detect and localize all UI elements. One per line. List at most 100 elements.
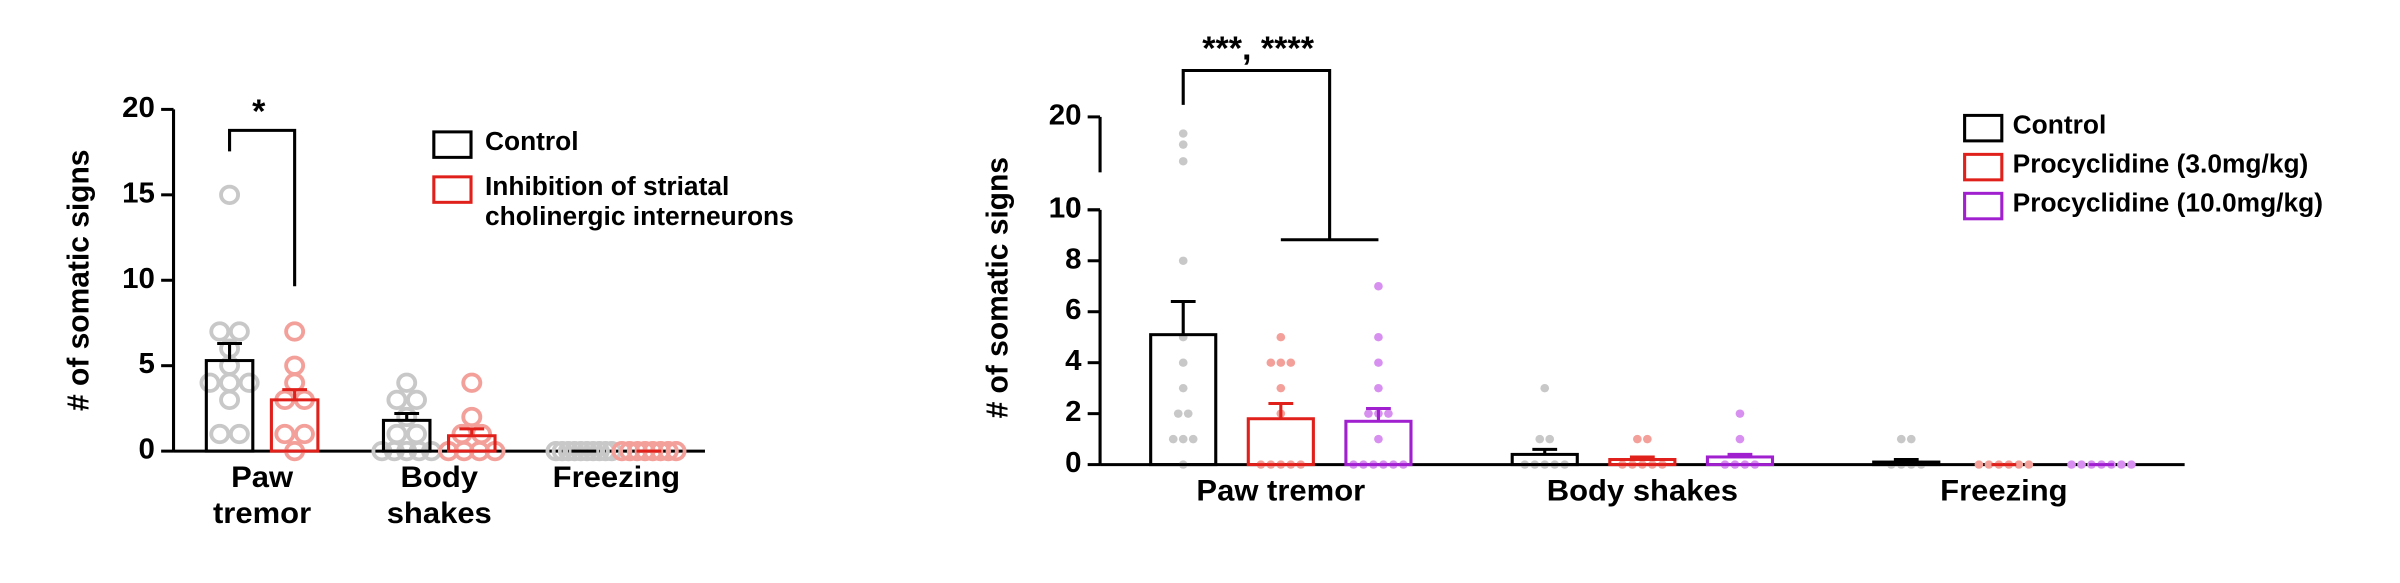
data-point [1188,434,1198,444]
data-point [1896,434,1906,444]
y-tick-label: 20 [1049,100,1082,131]
error-bar [1170,300,1196,335]
data-point [293,423,315,445]
data-point [1178,140,1188,149]
x-tick-label: Body shakes [1546,475,1738,509]
data-point [396,372,418,393]
y-tick-label: 0 [1065,448,1081,479]
data-point [228,423,250,445]
data-point [1266,358,1276,367]
data-point [1178,434,1188,444]
legend-swatch [432,175,473,204]
y-tick-label: 10 [1049,193,1082,224]
significance-bracket [228,128,297,287]
data-point [1276,383,1286,393]
y-axis-label: # of somatic signs [980,157,1015,418]
y-tick-label: 5 [139,349,155,380]
data-point [461,372,483,393]
data-point [1173,409,1183,418]
y-tick-label: 10 [1049,193,1082,224]
y-tick-label: 20 [122,92,155,123]
data-point [1384,409,1393,418]
data-point [1984,460,1994,469]
data-point [199,372,221,393]
data-point [1178,157,1188,166]
bar [1246,417,1315,467]
data-point [2014,460,2024,469]
legend-label: Procyclidine (3.0mg/kg) [2012,149,2309,179]
y-tick-label: 15 [122,178,155,209]
x-tick-label: Freezing [552,461,681,495]
significance-label: * [252,94,266,130]
error-bar [282,388,308,400]
y-tick-label: 4 [1065,346,1081,377]
y-tick-label: 2 [1065,397,1081,428]
data-point [1374,434,1383,444]
data-point [1535,434,1545,444]
data-point [406,423,427,445]
data-point [1178,383,1188,393]
error-bar [1532,447,1558,455]
legend-label: Procyclidine (10.0mg/kg) [2012,188,2323,218]
data-point [1374,358,1383,367]
x-tick-label: Freezing [1940,475,2068,509]
error-bar [1727,452,1753,457]
error-bar [1893,458,1919,463]
data-point [396,406,418,428]
legend-label: Control [2012,110,2107,140]
data-point [665,440,687,462]
data-point [2024,460,2034,469]
error-bar [459,427,485,436]
data-point [219,372,241,393]
significance-bracket [1181,68,1379,242]
data-point [1286,358,1296,367]
legend-label: Control [484,127,579,156]
data-point [219,389,241,410]
data-point [406,389,427,410]
error-bar [394,412,420,421]
legend-swatch [1963,152,2004,182]
x-tick-label-box: Paw tremor [213,462,311,531]
data-point [386,423,408,445]
bar [1705,455,1775,467]
data-point [1545,434,1555,444]
data-point [1178,358,1188,367]
data-point [1374,333,1383,342]
data-point [274,423,296,445]
data-point [284,321,306,342]
data-point [1183,409,1193,418]
data-point [228,321,250,342]
y-axis-label: # of somatic signs [61,150,96,411]
data-point [284,355,306,376]
data-point [219,184,241,205]
x-tick-label-box: Body shakes [386,461,492,531]
data-point [238,372,260,393]
x-tick-label-box: Freezing [552,461,681,495]
data-point [1364,409,1373,418]
data-point [1374,282,1383,291]
legend-label-box: Control [2012,110,2107,140]
x-tick-label: Paw tremor [1196,475,1366,509]
data-point [1906,434,1916,444]
y-tick-label: 6 [1065,295,1081,326]
data-point [2067,460,2076,469]
bar [1149,333,1218,467]
error-bar [1366,407,1391,422]
bar [1872,460,1941,467]
data-point [2117,460,2126,469]
data-point [1178,129,1188,138]
x-tick-label-box: Body shakes [1546,475,1738,509]
legend-label-box: Control [484,127,579,156]
data-point [1374,383,1383,393]
legend-swatch [432,130,473,159]
data-point [209,321,231,342]
data-point [1633,434,1642,444]
x-tick-label: Body shakes [386,461,492,531]
error-bar [1629,455,1655,460]
data-point [1276,358,1286,367]
data-point [1276,333,1286,342]
error-bar [217,341,242,361]
legend-swatch [1963,113,2004,143]
x-tick-label-box: Paw tremor [1196,475,1366,509]
legend-label: Inhibition of striatal cholinergic inter… [484,172,794,232]
